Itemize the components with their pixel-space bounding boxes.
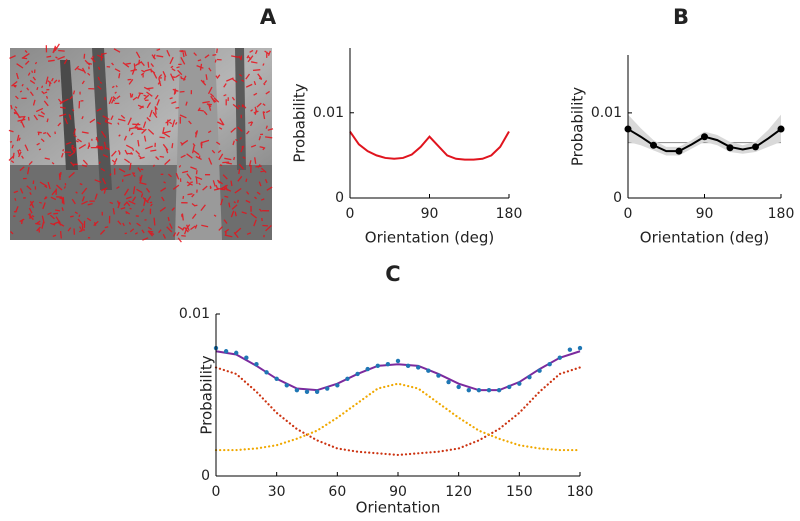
data-point (456, 384, 461, 390)
data-point (345, 376, 350, 381)
y-axis-label: Probability (569, 87, 587, 166)
data-point (335, 383, 340, 388)
x-tick-label: 30 (268, 484, 286, 500)
x-tick-label: 0 (212, 484, 221, 500)
y-tick-label: 0.01 (179, 306, 210, 322)
data-point (395, 358, 401, 364)
data-point (416, 365, 421, 370)
data-point (325, 386, 330, 391)
x-axis-label: Orientation (deg) (365, 229, 494, 247)
x-tick-label: 180 (567, 484, 594, 500)
data-point (675, 147, 683, 155)
x-axis-label: Orientation (356, 499, 441, 517)
y-axis-label: Probability (198, 355, 216, 434)
data-point (527, 374, 532, 380)
x-tick-label: 60 (328, 484, 346, 500)
x-tick-label: 90 (389, 484, 407, 500)
data-point (264, 370, 269, 375)
y-tick-label: 0.01 (313, 105, 344, 121)
data-point (385, 362, 391, 367)
x-tick-label: 120 (445, 484, 472, 500)
line (349, 130, 510, 161)
photo (8, 43, 274, 243)
x-tick-label: 180 (768, 206, 795, 222)
y-axis-label: Probability (291, 83, 309, 162)
y-tick-label: 0 (201, 468, 210, 484)
x-tick-label: 0 (346, 206, 355, 222)
data-point (446, 379, 451, 385)
data-point (284, 383, 289, 388)
data-point (234, 350, 239, 356)
data-point (426, 368, 431, 373)
line (215, 350, 581, 392)
data-point (557, 355, 562, 360)
data-point (294, 387, 300, 393)
panel-title: C (385, 262, 400, 286)
data-point (507, 384, 512, 390)
data-point (365, 366, 370, 372)
data-point (517, 381, 522, 386)
data-point (547, 362, 552, 367)
data-point (650, 141, 657, 149)
x-tick-label: 90 (421, 206, 439, 222)
x-tick-label: 180 (496, 206, 523, 222)
photo-edges (8, 43, 274, 243)
data-point (436, 373, 441, 378)
data-point (375, 363, 380, 369)
data-point (304, 389, 310, 394)
y-tick-label: 0 (613, 190, 622, 206)
panel-title: B (673, 5, 689, 29)
y-tick-label: 0 (335, 190, 344, 206)
data-point (223, 349, 229, 354)
data-point (355, 371, 360, 377)
data-point (567, 347, 573, 352)
data-point (405, 363, 411, 369)
y-tick-label: 0.01 (591, 105, 622, 121)
data-point (274, 376, 279, 381)
data-point (537, 368, 542, 373)
data-point (254, 362, 259, 367)
data-point (701, 133, 708, 141)
dotted-curve (214, 366, 582, 457)
data-point (577, 345, 583, 351)
data-point (726, 144, 734, 152)
x-tick-label: 0 (624, 206, 633, 222)
data-point (244, 355, 249, 360)
panel-title: A (260, 5, 277, 29)
data-point (486, 387, 492, 393)
dotted-curve (214, 382, 582, 452)
data-point (777, 125, 785, 133)
data-point (476, 387, 482, 393)
data-point (314, 389, 320, 394)
data-point (496, 387, 502, 393)
data-point (752, 143, 759, 151)
x-tick-label: 150 (506, 484, 533, 500)
data-point (466, 387, 471, 393)
x-tick-label: 90 (696, 206, 714, 222)
x-axis-label: Orientation (deg) (640, 229, 769, 247)
